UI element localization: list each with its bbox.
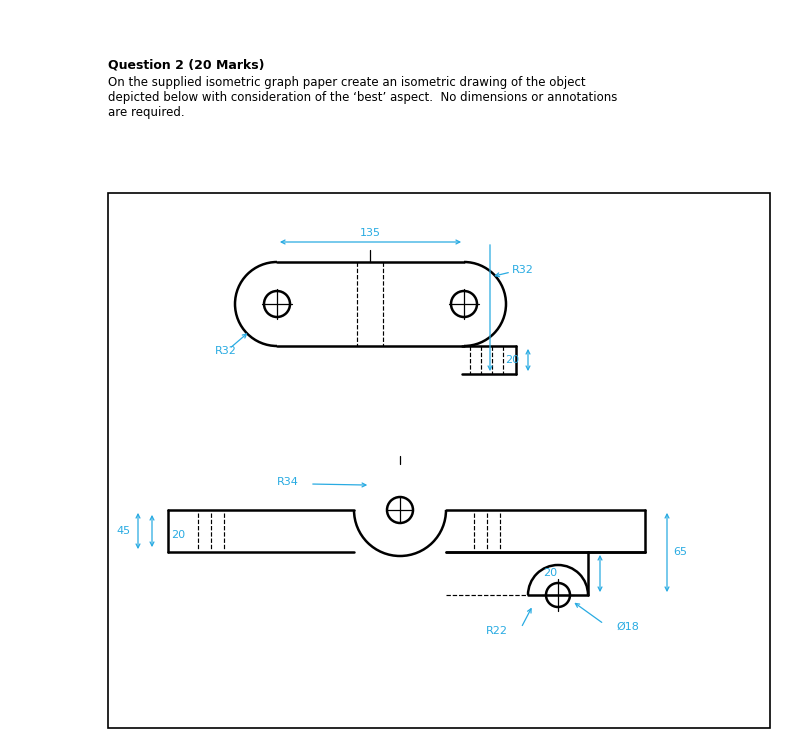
Text: R22: R22 — [486, 626, 508, 636]
Text: 20: 20 — [543, 568, 557, 578]
Text: R32: R32 — [215, 346, 237, 356]
Text: On the supplied isometric graph paper create an isometric drawing of the object
: On the supplied isometric graph paper cr… — [108, 76, 617, 119]
Text: 45: 45 — [117, 526, 131, 536]
Text: 135: 135 — [359, 228, 381, 238]
Text: Ø18: Ø18 — [616, 622, 639, 632]
Bar — [108, 193, 770, 728]
Text: Question 2 (20 Marks): Question 2 (20 Marks) — [108, 58, 265, 71]
Text: 20: 20 — [505, 355, 519, 365]
Text: R32: R32 — [512, 265, 534, 275]
Text: R34: R34 — [277, 477, 299, 487]
Text: 20: 20 — [171, 530, 185, 540]
Text: 65: 65 — [673, 547, 687, 557]
